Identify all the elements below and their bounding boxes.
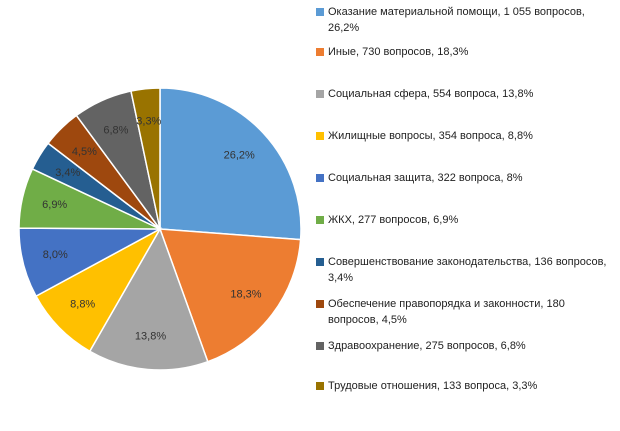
legend-label-2: Социальная сфера, 554 вопроса, 13,8% <box>328 88 534 100</box>
legend-item-5: ЖКХ, 277 вопросов, 6,9% <box>316 212 616 228</box>
pie-slice-0 <box>159 87 302 241</box>
pie-chart: 26,2% 18,3% 13,8% 8,8% 8,0% 6,9% 3,4% 4,5% 6,8% 3… <box>18 87 302 371</box>
slice-label-2: 13,8% <box>135 330 166 342</box>
legend-label-4: Социальная защита, 322 вопроса, 8% <box>328 172 523 184</box>
legend-swatch-8 <box>316 342 324 350</box>
legend-label-6: Совершенствование законодательства, 136 … <box>328 256 607 284</box>
slice-label-4: 8,0% <box>43 249 68 261</box>
legend-swatch-3 <box>316 132 324 140</box>
legend-item-4: Социальная защита, 322 вопроса, 8% <box>316 170 616 186</box>
legend-label-8: Здравоохранение, 275 вопросов, 6,8% <box>328 340 526 352</box>
legend-item-0: Оказание материальной помощи, 1 055 вопр… <box>316 4 616 36</box>
slice-label-8: 6,8% <box>103 124 128 136</box>
slice-label-9: 3,3% <box>136 115 161 127</box>
pie-slice-9 <box>130 87 161 230</box>
legend-swatch-0 <box>316 8 324 16</box>
legend-swatch-2 <box>316 90 324 98</box>
legend-item-6: Совершенствование законодательства, 136 … <box>316 254 616 286</box>
legend-swatch-1 <box>316 48 324 56</box>
slice-label-7: 4,5% <box>72 146 97 158</box>
legend-label-5: ЖКХ, 277 вопросов, 6,9% <box>328 214 459 226</box>
legend-label-7: Обеспечение правопорядка и законности, 1… <box>328 298 565 326</box>
legend-swatch-5 <box>316 216 324 224</box>
legend-swatch-4 <box>316 174 324 182</box>
legend-item-2: Социальная сфера, 554 вопроса, 13,8% <box>316 86 616 102</box>
legend-item-3: Жилищные вопросы, 354 вопроса, 8,8% <box>316 128 616 144</box>
legend-label-1: Иные, 730 вопросов, 18,3% <box>328 46 469 58</box>
pie-slice-2 <box>88 227 209 371</box>
legend-item-9: Трудовые отношения, 133 вопроса, 3,3% <box>316 378 616 394</box>
legend-swatch-9 <box>316 382 324 390</box>
slice-label-6: 3,4% <box>55 167 80 179</box>
slice-label-1: 18,3% <box>230 288 261 300</box>
legend-item-8: Здравоохранение, 275 вопросов, 6,8% <box>316 338 616 354</box>
legend-item-7: Обеспечение правопорядка и законности, 1… <box>316 296 616 328</box>
slice-label-3: 8,8% <box>70 298 95 310</box>
legend-label-3: Жилищные вопросы, 354 вопроса, 8,8% <box>328 130 533 142</box>
legend-swatch-7 <box>316 300 324 308</box>
pie-slice-1 <box>158 228 302 363</box>
legend-swatch-6 <box>316 258 324 266</box>
legend-item-1: Иные, 730 вопросов, 18,3% <box>316 44 616 60</box>
slice-label-5: 6,9% <box>42 199 67 211</box>
legend-label-9: Трудовые отношения, 133 вопроса, 3,3% <box>328 380 538 392</box>
legend-label-0: Оказание материальной помощи, 1 055 вопр… <box>328 6 585 34</box>
slice-label-0: 26,2% <box>224 149 255 161</box>
